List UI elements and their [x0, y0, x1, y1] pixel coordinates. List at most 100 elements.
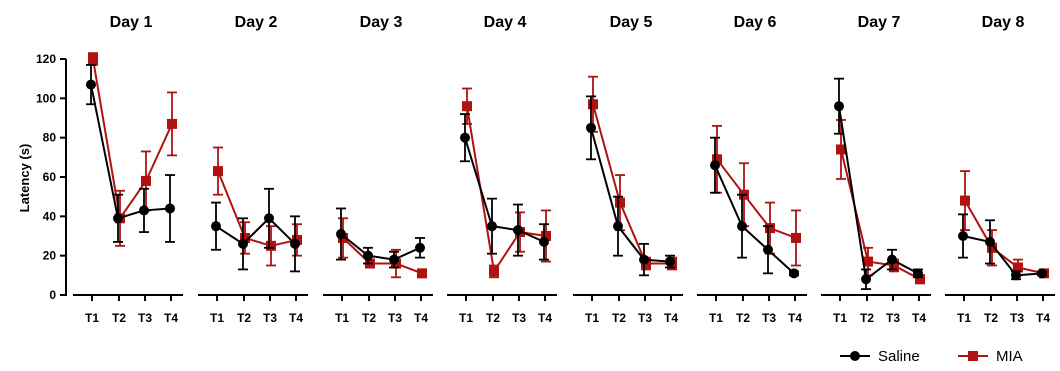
series-mia	[88, 52, 177, 247]
panel-title: Day 3	[360, 14, 403, 31]
series-line	[92, 58, 173, 221]
series-mia	[712, 124, 801, 267]
y-tick-label: 0	[49, 288, 56, 302]
data-point	[415, 242, 425, 253]
y-tick-label: 60	[43, 170, 57, 184]
x-tick-label: T3	[263, 311, 277, 325]
data-point	[889, 260, 899, 271]
data-point	[417, 268, 427, 279]
x-tick-label: T4	[164, 311, 178, 325]
data-point	[541, 231, 551, 241]
series-line	[464, 137, 545, 243]
y-tick-label: 120	[36, 52, 56, 66]
panel-5: Day 5 T1 T2 T3 T4	[573, 14, 683, 325]
data-point	[389, 254, 399, 265]
data-point	[987, 242, 997, 253]
y-tick-label: 20	[43, 249, 57, 263]
legend-item-mia: MIA	[958, 348, 1023, 365]
legend-marker	[850, 351, 860, 361]
panel-title: Day 5	[610, 14, 653, 31]
data-point	[1013, 262, 1023, 273]
series-saline	[710, 136, 799, 279]
series-saline	[336, 207, 425, 269]
series-saline	[460, 113, 549, 261]
panel-3: Day 3 T1 T2 T3 T4	[323, 14, 433, 325]
x-tick-label: T3	[762, 311, 776, 325]
data-point	[1011, 270, 1021, 281]
x-tick-label: T3	[138, 311, 152, 325]
x-tick-label: T2	[237, 311, 251, 325]
data-point	[712, 154, 722, 165]
x-tick-label: T4	[538, 311, 552, 325]
panel-6: Day 6 T1 T2 T3 T4	[697, 14, 807, 325]
panel-title: Day 1	[110, 14, 153, 31]
series-line	[340, 233, 421, 261]
legend-marker	[968, 351, 978, 361]
series-line	[838, 106, 919, 282]
data-point	[336, 229, 346, 240]
data-point	[513, 225, 523, 236]
data-point	[489, 266, 499, 277]
panel-4: Day 4 T1 T2 T3 T4	[447, 14, 557, 325]
series-line	[90, 84, 171, 220]
data-point	[139, 205, 149, 216]
series-line	[215, 216, 296, 246]
x-tick-label: T3	[512, 311, 526, 325]
data-point	[113, 213, 123, 224]
legend-item-saline: Saline	[840, 348, 920, 365]
panel-title: Day 6	[734, 14, 777, 31]
series-line	[716, 158, 797, 239]
series-mia	[588, 75, 677, 271]
data-point	[789, 268, 799, 279]
data-point	[958, 231, 968, 241]
data-point	[665, 256, 675, 267]
series-saline	[211, 187, 300, 273]
data-point	[834, 101, 844, 112]
data-point	[88, 54, 98, 64]
series-mia	[462, 87, 551, 279]
data-point	[710, 160, 720, 171]
series-mia	[213, 146, 302, 267]
data-point	[86, 79, 96, 90]
data-point	[737, 221, 747, 232]
series-saline	[834, 77, 923, 291]
series-line	[714, 164, 795, 275]
series-line	[962, 235, 1043, 277]
x-tick-label: T3	[1010, 311, 1024, 325]
data-point	[861, 274, 871, 285]
data-point	[213, 166, 223, 177]
x-tick-label: T1	[459, 311, 473, 325]
legend: Saline MIA	[840, 348, 1023, 365]
y-tick-label: 100	[36, 91, 56, 105]
data-point	[588, 99, 598, 110]
data-point	[290, 238, 300, 249]
data-point	[915, 274, 925, 285]
data-point	[167, 118, 177, 129]
data-point	[266, 240, 276, 251]
x-tick-label: T4	[1036, 311, 1050, 325]
data-point	[887, 254, 897, 265]
x-tick-label: T1	[85, 311, 99, 325]
series-saline	[586, 95, 675, 277]
data-point	[211, 221, 221, 232]
panel-title: Day 2	[235, 14, 278, 31]
data-point	[165, 203, 175, 214]
x-tick-label: T2	[860, 311, 874, 325]
x-tick-label: T2	[486, 311, 500, 325]
data-point	[985, 236, 995, 247]
x-tick-label: T1	[335, 311, 349, 325]
y-tick-label: 40	[43, 209, 57, 223]
series-line	[466, 106, 547, 275]
data-point	[765, 223, 775, 234]
series-line	[217, 170, 298, 247]
data-point	[615, 197, 625, 208]
data-point	[586, 122, 596, 133]
data-point	[613, 221, 623, 232]
x-tick-label: T2	[984, 311, 998, 325]
x-tick-label: T4	[289, 311, 303, 325]
data-point	[913, 268, 923, 279]
series-line	[592, 103, 672, 265]
x-tick-label: T3	[638, 311, 652, 325]
x-tick-label: T1	[709, 311, 723, 325]
data-point	[363, 250, 373, 261]
